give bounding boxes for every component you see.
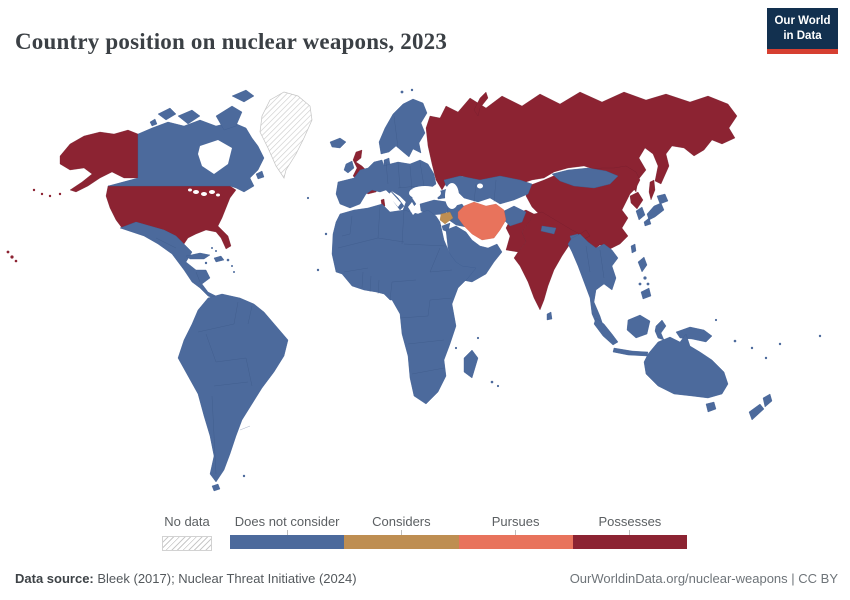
country-scandinavia[interactable]: [378, 98, 428, 158]
country-south-america[interactable]: [177, 293, 289, 483]
country-nepal[interactable]: [540, 225, 557, 235]
country-hispaniola[interactable]: [213, 255, 225, 263]
owid-logo-box: Our World in Data: [767, 8, 838, 49]
country-tasmania[interactable]: [705, 401, 717, 413]
country-sulawesi[interactable]: [654, 319, 667, 341]
country-united-states-hawaii: [6, 250, 18, 263]
great-lakes: [188, 188, 220, 197]
country-ireland[interactable]: [343, 160, 355, 174]
country-borneo[interactable]: [626, 314, 651, 339]
sea-adriatic: [388, 192, 401, 207]
atlantic-island-dots: [306, 196, 328, 272]
page-title: Country position on nuclear weapons, 202…: [15, 29, 448, 55]
owid-logo-line2: in Data: [783, 29, 822, 42]
country-japan[interactable]: [643, 193, 669, 227]
region-africa[interactable]: [331, 203, 477, 405]
map-legend: No data Does not consider Considers Purs…: [0, 514, 850, 554]
legend-item-considers[interactable]: Considers: [344, 514, 459, 549]
legend-item-pursues[interactable]: Pursues: [458, 514, 573, 549]
countries-possesses: [6, 91, 738, 311]
owid-logo[interactable]: Our World in Data: [767, 8, 838, 54]
country-australia[interactable]: [643, 333, 729, 399]
data-source-text: Bleek (2017); Nuclear Threat Initiative …: [93, 571, 357, 586]
country-greenland[interactable]: [259, 91, 313, 179]
country-sri-lanka[interactable]: [546, 311, 553, 321]
owid-link[interactable]: OurWorldinData.org/nuclear-weapons | CC …: [569, 571, 838, 586]
legend-label: Possesses: [598, 514, 662, 529]
sea-caspian: [445, 183, 459, 209]
country-iran[interactable]: [457, 201, 507, 241]
legend-label: Does not consider: [234, 514, 340, 529]
country-tierra-del-fuego[interactable]: [211, 483, 221, 492]
country-north-korea[interactable]: [629, 191, 644, 210]
philippines-island-dots: [638, 276, 650, 286]
countries-considers: [439, 211, 454, 225]
sea-hudson-bay: [198, 140, 232, 174]
country-united-states-aleutians: [32, 188, 62, 198]
caribbean-island-dots: [204, 247, 235, 273]
legend-item-does-not-consider[interactable]: Does not consider: [230, 514, 345, 549]
data-source-label: Data source:: [15, 571, 94, 586]
countries-pursues: [457, 201, 507, 241]
legend-no-data[interactable]: No data: [162, 514, 212, 551]
falkland-islands-dot: [242, 474, 246, 478]
legend-swatch: [230, 535, 345, 549]
country-russia-novaya-zemlya[interactable]: [473, 91, 489, 117]
legend-tick: [400, 530, 402, 535]
legend-tick: [629, 530, 631, 535]
legend-categories: Does not consider Considers Pursues Poss…: [230, 514, 687, 549]
legend-label: Considers: [372, 514, 431, 529]
countries-no-data: [259, 91, 313, 179]
region-southeast-asia[interactable]: [567, 233, 619, 331]
country-iceland[interactable]: [329, 137, 347, 149]
country-canada-newfoundland[interactable]: [255, 170, 265, 180]
owid-logo-line1: Our World: [774, 15, 831, 27]
country-new-guinea[interactable]: [675, 326, 713, 343]
legend-tick: [515, 530, 517, 535]
country-new-zealand[interactable]: [748, 393, 773, 421]
indian-ocean-island-dots: [454, 336, 500, 388]
legend-no-data-swatch: [162, 536, 212, 551]
country-borders-overlay: [155, 115, 605, 475]
country-russia-sakhalin[interactable]: [648, 179, 656, 201]
countries-does-not-consider: [107, 88, 822, 492]
country-canada[interactable]: [107, 119, 265, 193]
data-source-note: Data source: Bleek (2017); Nuclear Threa…: [15, 571, 357, 586]
legend-swatch: [344, 535, 459, 549]
country-indonesia-sumatra[interactable]: [593, 317, 619, 346]
legend-swatch: [458, 535, 573, 549]
country-mongolia[interactable]: [551, 167, 619, 189]
legend-label: Pursues: [491, 514, 540, 529]
country-syria[interactable]: [439, 211, 454, 225]
country-madagascar[interactable]: [463, 349, 479, 379]
country-united-states-alaska[interactable]: [59, 129, 139, 193]
legend-swatch: [572, 535, 687, 549]
country-taiwan[interactable]: [630, 243, 637, 254]
owid-logo-accent-bar: [767, 48, 838, 54]
country-south-korea[interactable]: [635, 206, 646, 221]
svalbard-dots: [400, 88, 414, 94]
legend-no-data-label: No data: [164, 514, 210, 529]
sea-aral: [477, 183, 483, 189]
sea-black-sea: [409, 186, 441, 200]
sea-aegean: [408, 202, 417, 215]
legend-tick: [286, 530, 288, 535]
country-philippines[interactable]: [637, 256, 652, 300]
sea-overlays: [188, 140, 483, 215]
country-cuba[interactable]: [185, 252, 211, 260]
map-svg: [6, 88, 822, 492]
country-canada-arctic-islands[interactable]: [149, 89, 255, 131]
pacific-island-dots: [714, 318, 822, 360]
legend-item-possesses[interactable]: Possesses: [572, 514, 687, 549]
world-choropleth-map: [0, 86, 850, 506]
country-indonesia-java[interactable]: [612, 347, 649, 357]
